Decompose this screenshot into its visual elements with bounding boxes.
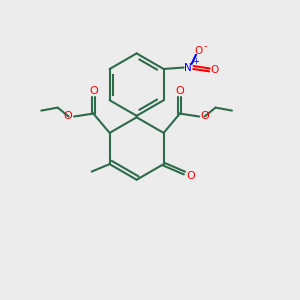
Text: +: +: [192, 57, 199, 66]
Text: O: O: [194, 46, 202, 56]
Text: O: O: [64, 111, 73, 121]
Text: O: O: [187, 171, 195, 181]
Text: O: O: [201, 111, 209, 121]
Text: O: O: [176, 86, 184, 96]
Text: O: O: [211, 65, 219, 75]
Text: -: -: [203, 41, 207, 51]
Text: N: N: [184, 62, 192, 73]
Text: O: O: [89, 86, 98, 96]
